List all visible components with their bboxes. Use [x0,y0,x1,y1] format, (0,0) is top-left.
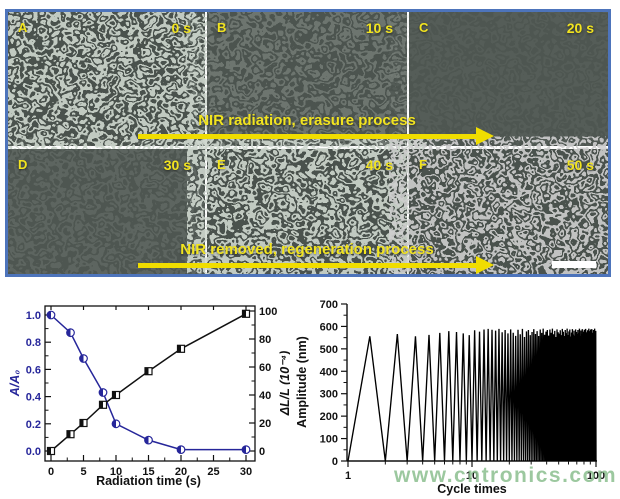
svg-text:100: 100 [259,306,277,318]
svg-text:ΔL/L (10⁻⁴): ΔL/L (10⁻⁴) [278,351,292,417]
micrograph-textures [8,12,608,274]
svg-text:0.6: 0.6 [26,364,41,376]
svg-text:100: 100 [587,470,605,482]
chart-g-dual-axis: 0 5 10 15 20 25 30 0.0 0.2 0.4 0.6 0.8 1.0 0 20 40 60 80 1… [8,286,298,499]
svg-text:A/A₀: A/A₀ [8,370,22,398]
svg-text:0: 0 [48,466,54,478]
svg-text:Radiation time (s): Radiation time (s) [96,474,201,488]
svg-text:25: 25 [207,466,219,478]
erasure-arrow [138,134,476,139]
micrograph-panel-b [207,12,407,146]
micrograph-panel-d [8,149,205,274]
svg-text:0: 0 [332,456,338,468]
svg-text:1.0: 1.0 [26,310,41,322]
svg-text:400: 400 [320,366,338,378]
micrograph-panel-e [207,149,407,274]
svg-text:0: 0 [259,446,265,458]
svg-text:40: 40 [259,390,271,402]
svg-text:20: 20 [175,466,187,478]
svg-text:20: 20 [259,418,271,430]
micrograph-panel-a [8,12,205,146]
svg-text:80: 80 [259,334,271,346]
svg-text:10: 10 [110,466,122,478]
svg-text:200: 200 [320,411,338,423]
svg-text:Cycle times: Cycle times [437,482,507,496]
svg-text:15: 15 [142,466,154,478]
chart-h-amplitude: 0 100 200 300 400 500 600 700 1 10 100 Cycle times A… [290,286,616,499]
micrograph-panel-c [409,12,608,146]
svg-text:0.4: 0.4 [26,392,42,404]
svg-text:700: 700 [320,299,338,311]
svg-text:60: 60 [259,362,271,374]
svg-text:500: 500 [320,344,338,356]
svg-text:5: 5 [80,466,86,478]
svg-text:100: 100 [320,434,338,446]
chart-g-plot: 0 5 10 15 20 25 30 0.0 0.2 0.4 0.6 0.8 1.0 0 20 40 60 80 1… [8,305,292,488]
micrograph-panel-f [409,149,608,274]
svg-text:300: 300 [320,389,338,401]
erasure-arrowhead-icon [476,127,494,145]
regeneration-arrow [138,263,476,268]
svg-text:1: 1 [345,470,351,482]
svg-text:0.8: 0.8 [26,337,41,349]
erasure-arrow-label: NIR radiation, erasure process [198,112,416,129]
regeneration-arrowhead-icon [476,256,494,274]
regeneration-arrow-label: NIR removed, regeneration process [180,241,434,258]
svg-text:0.2: 0.2 [26,419,41,431]
svg-text:0.0: 0.0 [26,446,41,458]
scale-bar [552,261,596,268]
svg-text:Amplitude (nm): Amplitude (nm) [295,336,309,428]
svg-text:30: 30 [240,466,252,478]
svg-text:600: 600 [320,321,338,333]
chart-h-plot: 0 100 200 300 400 500 600 700 1 10 100 Cycle times A… [295,299,605,496]
svg-text:10: 10 [466,470,478,482]
micrograph-montage: A 0 s B 10 s C 20 s D 30 s E 40 s F 50 s… [5,9,611,277]
